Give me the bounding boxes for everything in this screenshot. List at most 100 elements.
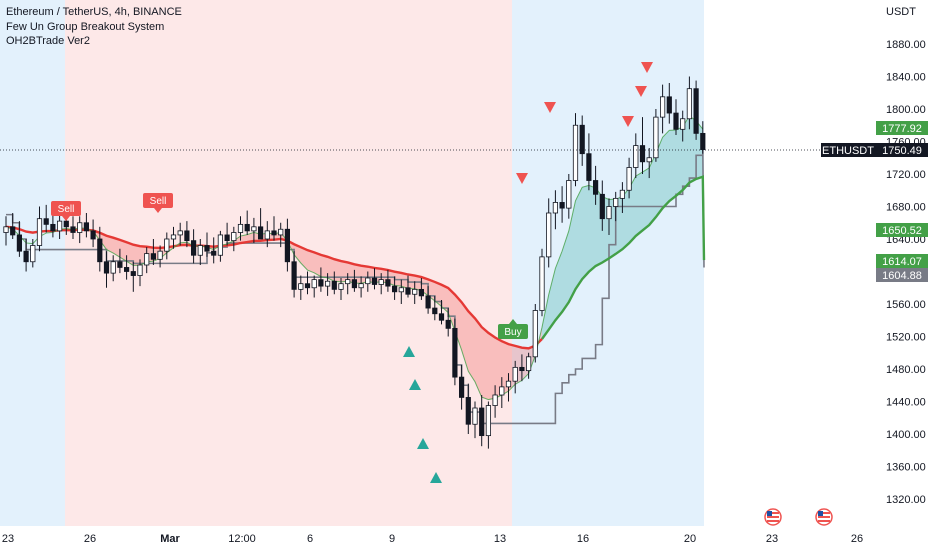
price-tick-label: 1840.00: [886, 72, 926, 84]
candle-up: [358, 283, 364, 289]
signal-label-text: Sell: [150, 196, 167, 207]
candle-down: [97, 238, 103, 263]
candle-up: [686, 88, 693, 120]
candle-down: [445, 319, 451, 329]
candle-up: [660, 96, 666, 118]
candle-up: [137, 264, 143, 276]
candle-down: [465, 397, 471, 425]
candle-up: [365, 277, 371, 285]
candle-down: [479, 407, 485, 437]
candle-up: [251, 226, 257, 232]
price-tick-label: 1880.00: [886, 39, 926, 51]
candle-down: [371, 277, 378, 285]
candle-down: [244, 223, 250, 232]
price-tick-label: 1680.00: [886, 202, 926, 214]
candle-down: [90, 230, 96, 240]
candle-down: [579, 124, 585, 155]
candle-down: [43, 218, 49, 225]
candle-up: [532, 310, 538, 358]
signal-label-box: [51, 201, 81, 216]
candle-up: [492, 394, 498, 406]
candle-up: [526, 356, 532, 372]
candle-up: [110, 261, 116, 274]
candle-up: [505, 380, 512, 388]
candle-down: [190, 240, 197, 256]
sell-arrow-icon: [516, 173, 528, 184]
candle-up: [626, 167, 632, 191]
candle-down: [452, 327, 458, 378]
candle-down: [432, 307, 438, 315]
candle-down: [211, 250, 217, 256]
signal-label-text: Sell: [58, 204, 75, 215]
candle-up: [633, 145, 639, 168]
candle-up: [3, 226, 9, 233]
signal-label-text: Buy: [504, 327, 521, 338]
candle-down: [586, 153, 592, 181]
time-tick-label: Mar: [160, 533, 180, 545]
bull-fill: [542, 115, 703, 339]
lower-band-value: 1650.52: [882, 225, 922, 237]
candle-up: [539, 256, 545, 311]
bear-fill: [59, 227, 542, 400]
candle-up: [338, 283, 344, 290]
candle-up: [57, 220, 63, 232]
price-tick-label: 1360.00: [886, 462, 926, 474]
candle-up: [566, 180, 572, 209]
candle-down: [50, 223, 56, 232]
price-tick-label: 1400.00: [886, 429, 926, 441]
event-flag-icon[interactable]: [815, 508, 833, 526]
signal-markers: Sell Sell Buy: [51, 62, 653, 483]
candle-up: [144, 253, 150, 266]
candle-up: [77, 222, 83, 233]
time-tick-label: 6: [307, 533, 313, 545]
candle-down: [130, 271, 136, 276]
indicator-legend-1[interactable]: Few Un Group Breakout System: [6, 21, 165, 33]
candle-down: [331, 280, 337, 290]
candle-up: [572, 124, 579, 181]
candle-down: [385, 279, 391, 287]
sell-label: Sell: [51, 201, 81, 221]
event-flag-icon[interactable]: [764, 508, 782, 526]
price-tick-label: 1560.00: [886, 299, 926, 311]
candle-down: [257, 226, 264, 240]
candle-up: [552, 202, 559, 214]
candle-up: [378, 279, 384, 285]
trail-value: 1604.88: [882, 270, 922, 282]
lower-band-badge: 1650.52: [876, 223, 928, 237]
buy-arrow-icon: [409, 379, 421, 390]
time-tick-label: 16: [577, 533, 589, 545]
candle-down: [291, 261, 297, 290]
price-tick-label: 1440.00: [886, 397, 926, 409]
price-tick-label: 1320.00: [886, 494, 926, 506]
candle-down: [23, 250, 29, 263]
upper-band-badge: 1777.92: [876, 121, 928, 135]
candle-down: [224, 234, 230, 242]
time-tick-label: 12:00: [228, 533, 256, 545]
symbol-title: Ethereum / TetherUS, 4h, BINANCE: [6, 6, 182, 18]
time-tick-label: 20: [684, 533, 696, 545]
candles[interactable]: [3, 76, 706, 449]
last-price-value: 1750.49: [882, 145, 922, 157]
candle-up: [345, 279, 351, 285]
candle-up: [30, 245, 36, 263]
candle-up: [546, 212, 552, 258]
candle-up: [653, 116, 659, 159]
price-tick-label: 1720.00: [886, 169, 926, 181]
price-axis-unit: USDT: [886, 6, 916, 18]
candle-down: [559, 202, 565, 209]
candle-up: [264, 230, 270, 240]
candle-up: [237, 223, 244, 233]
signal-label-pointer: [509, 319, 517, 324]
candle-down: [391, 285, 398, 293]
indicator-legend-2[interactable]: OH2BTrade Ver2: [6, 35, 90, 47]
candle-down: [204, 245, 210, 252]
time-axis[interactable]: [0, 526, 932, 550]
candle-up: [512, 366, 518, 382]
candle-down: [666, 96, 672, 114]
candle-down: [639, 145, 646, 163]
candle-up: [680, 118, 686, 130]
candle-down: [458, 376, 465, 398]
candle-up: [398, 287, 404, 293]
candle-up: [164, 238, 170, 252]
